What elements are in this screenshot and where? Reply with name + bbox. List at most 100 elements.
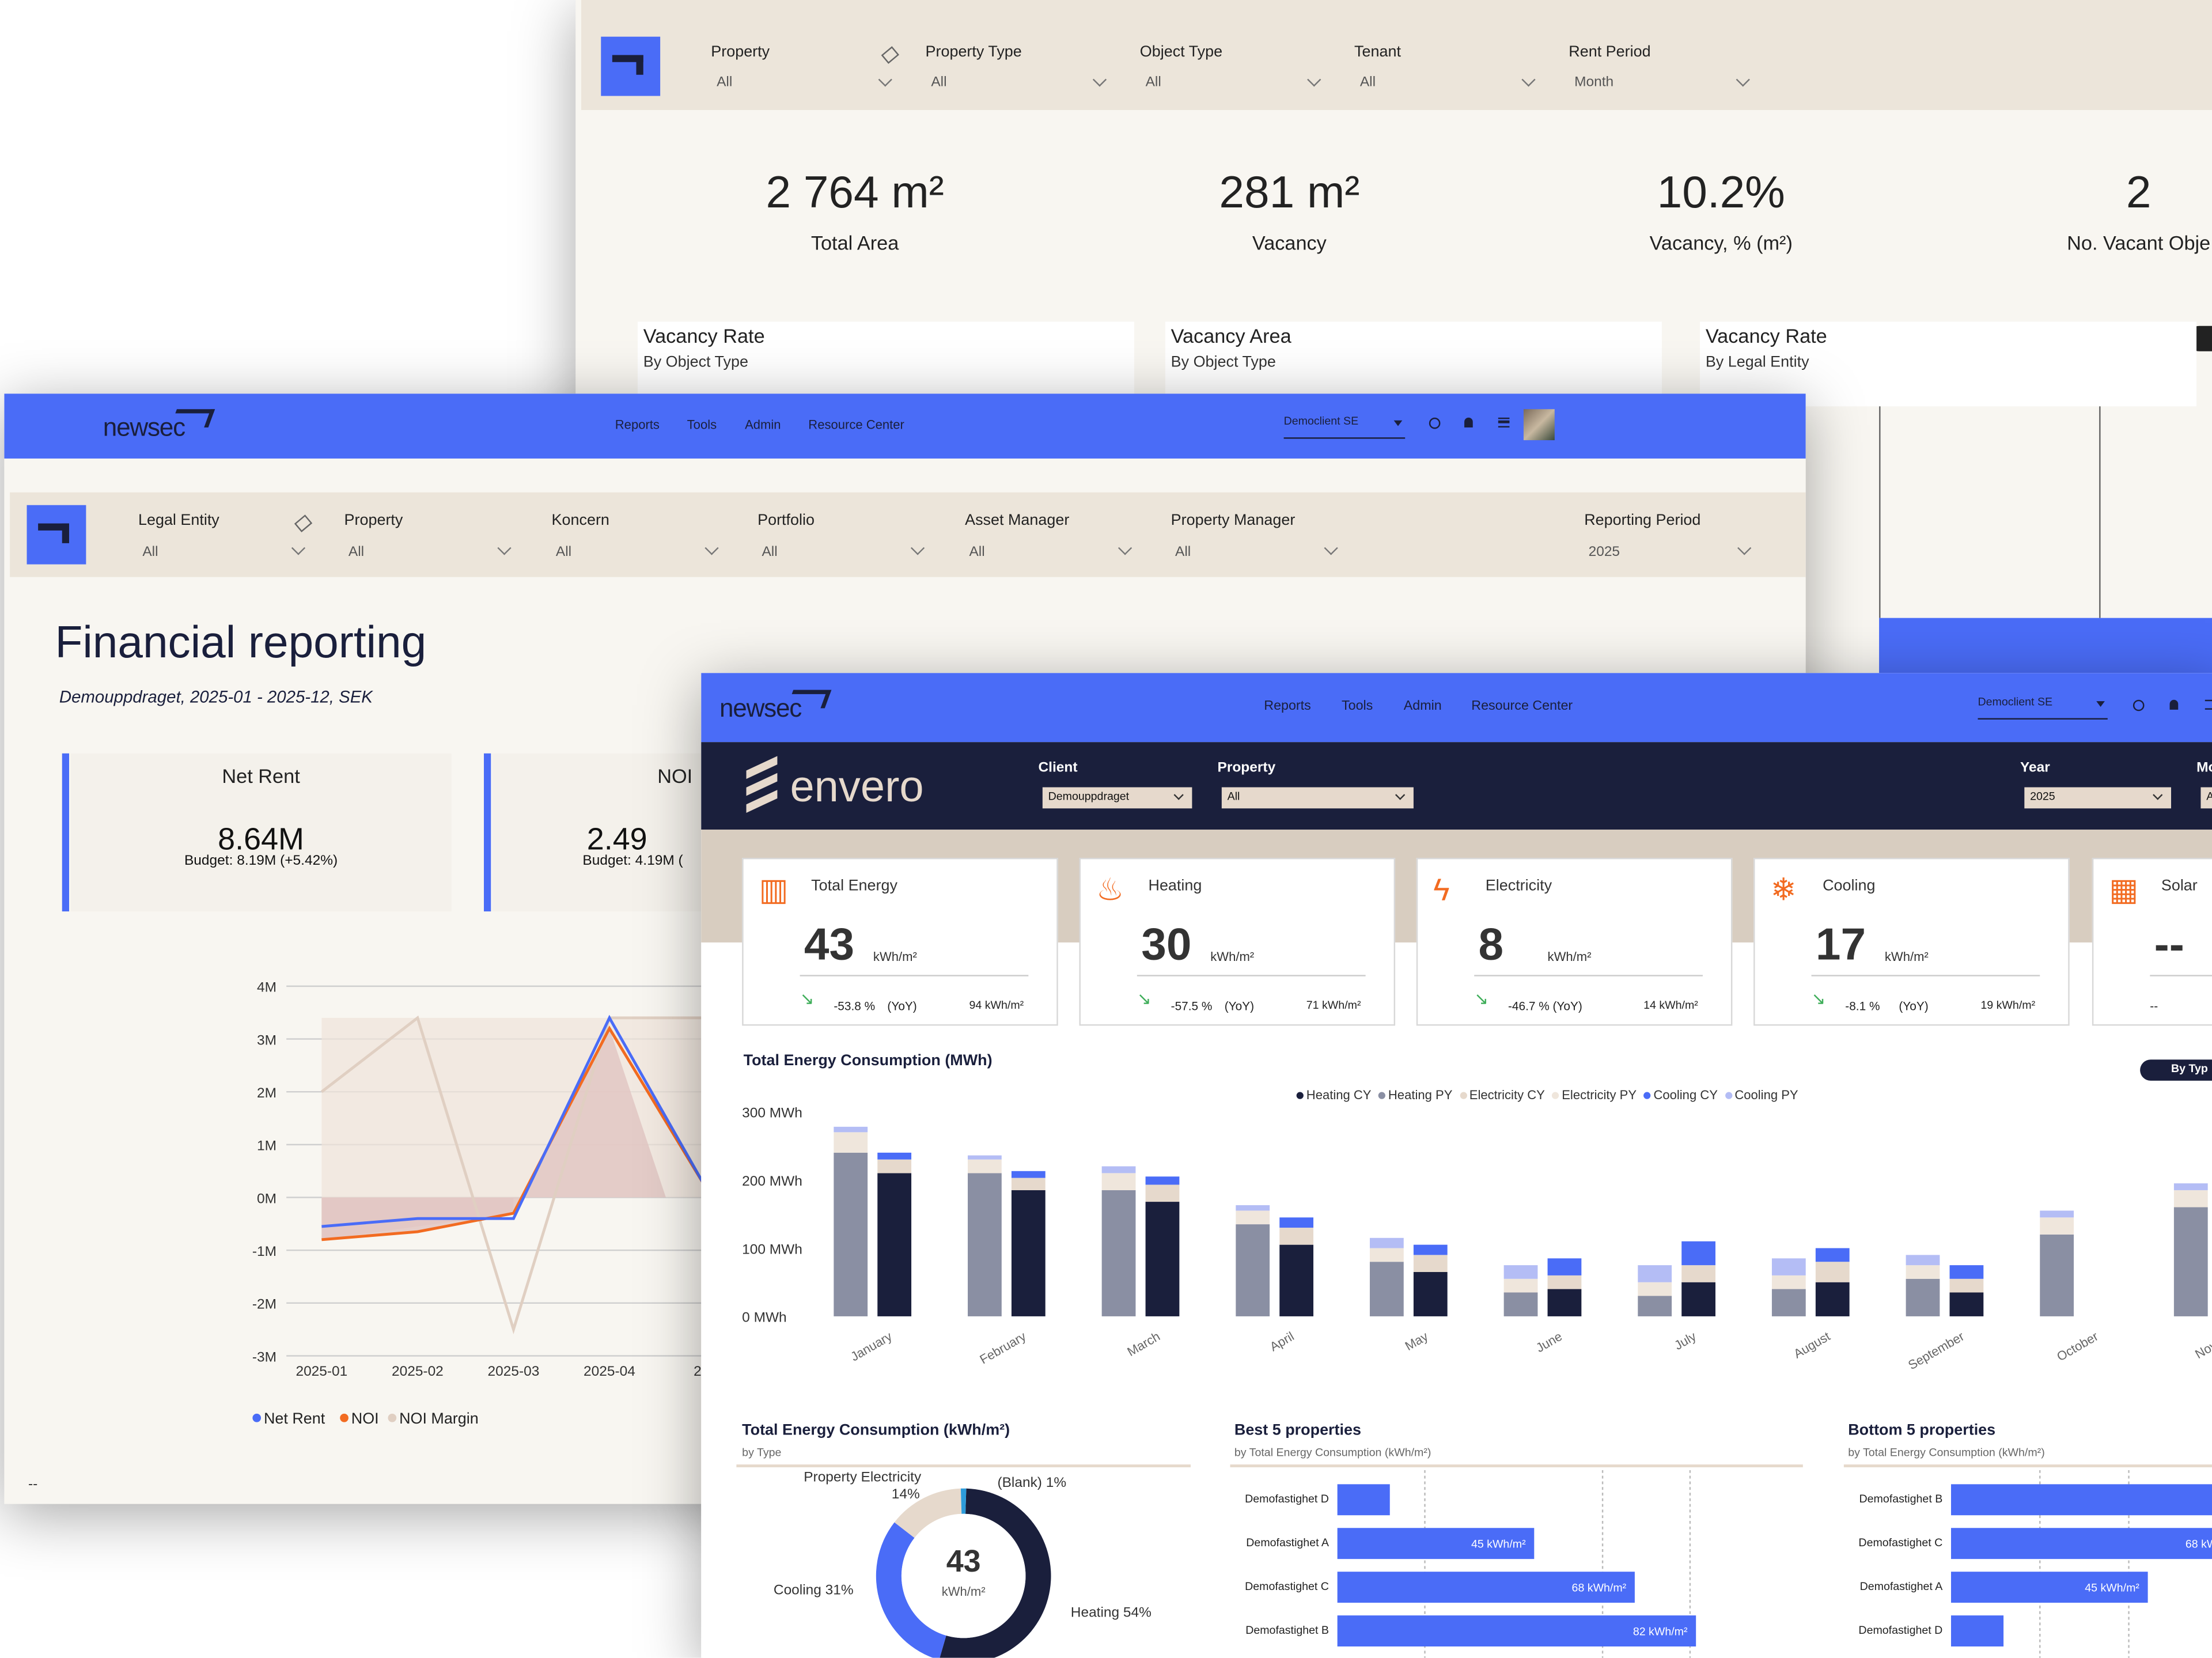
property-bar[interactable] xyxy=(1950,1528,2212,1559)
bar-cy-heat[interactable] xyxy=(877,1173,912,1316)
filter-select-property-type[interactable]: All xyxy=(926,70,1112,96)
bell-icon[interactable] xyxy=(1464,417,1473,428)
nav-resource-center[interactable]: Resource Center xyxy=(1471,698,1573,714)
filter-select-tenant[interactable]: All xyxy=(1354,70,1540,96)
bar-py-elec[interactable] xyxy=(1638,1282,1672,1296)
bar-cy-heat[interactable] xyxy=(1011,1190,1046,1316)
bar-cy-heat[interactable] xyxy=(1949,1292,1984,1316)
newsec-logo[interactable]: newsec xyxy=(719,690,832,724)
bell-icon[interactable] xyxy=(2169,699,2179,710)
legend-item-heating-cy[interactable]: Heating CY xyxy=(1296,1088,1372,1102)
bar-cy-elec[interactable] xyxy=(1279,1228,1314,1245)
donut-slice-heating-54[interactable] xyxy=(939,1488,1051,1658)
property-bar[interactable] xyxy=(1337,1484,1390,1516)
bar-py-heat[interactable] xyxy=(1369,1262,1404,1316)
bar-cy-cool[interactable] xyxy=(1011,1171,1046,1178)
bar-cy-heat[interactable] xyxy=(1279,1244,1314,1316)
bar-cy-elec[interactable] xyxy=(877,1159,912,1174)
bar-cy-cool[interactable] xyxy=(1949,1265,1984,1279)
bar-cy-elec[interactable] xyxy=(1949,1278,1984,1293)
filter-select-property-manager[interactable]: All xyxy=(1171,540,1346,566)
legend-item-cooling-cy[interactable]: Cooling CY xyxy=(1643,1088,1718,1102)
donut-slice-property-electricity-14[interactable] xyxy=(894,1488,962,1538)
bar-cy-cool[interactable] xyxy=(1815,1248,1850,1262)
nav-tools[interactable]: Tools xyxy=(1341,698,1373,714)
property-bar[interactable] xyxy=(1950,1615,2004,1646)
kpi-card-heating[interactable]: ♨ Heating 30 kWh/m² ↘ -57.5 % (YoY) 71 kWh/m² xyxy=(1079,857,1396,1026)
property-bar[interactable] xyxy=(1337,1528,1535,1559)
selector-mo[interactable]: A xyxy=(2200,787,2212,809)
bar-cy-elec[interactable] xyxy=(1681,1265,1715,1282)
kpi-card-cooling[interactable]: ❄ Cooling 17 kWh/m² ↘ -8.1 % (YoY) 19 kWh/m² xyxy=(1753,857,2070,1026)
bar-cy-heat[interactable] xyxy=(1547,1289,1582,1316)
kpi-card-electricity[interactable]: ϟ Electricity 8 kWh/m² ↘ -46.7 % (YoY) 14 kWh/… xyxy=(1416,857,1733,1026)
bar-py-cool[interactable] xyxy=(1236,1205,1270,1211)
property-bar[interactable] xyxy=(1337,1615,1696,1646)
search-icon[interactable] xyxy=(1429,417,1441,429)
bar-py-cool[interactable] xyxy=(1101,1166,1136,1174)
bar-cy-cool[interactable] xyxy=(1681,1241,1715,1266)
client-select[interactable]: Democlient SE xyxy=(1978,692,2108,720)
bar-py-heat[interactable] xyxy=(1503,1292,1538,1316)
bar-py-cool[interactable] xyxy=(2040,1210,2074,1218)
client-select[interactable]: Democlient SE xyxy=(1283,412,1406,439)
bar-cy-cool[interactable] xyxy=(1413,1244,1448,1255)
bar-cy-elec[interactable] xyxy=(1145,1184,1180,1202)
bar-py-heat[interactable] xyxy=(968,1173,1002,1316)
bar-cy-heat[interactable] xyxy=(1815,1282,1850,1316)
filter-select-rent-period[interactable]: Month xyxy=(1569,70,1755,96)
bar-py-cool[interactable] xyxy=(1369,1237,1404,1248)
filter-select-asset-manager[interactable]: All xyxy=(965,540,1140,566)
filter-select-property[interactable]: All xyxy=(344,540,520,566)
nav-admin[interactable]: Admin xyxy=(745,417,781,432)
bar-cy-heat[interactable] xyxy=(1413,1271,1448,1316)
avatar[interactable] xyxy=(1523,409,1555,441)
nav-reports[interactable]: Reports xyxy=(615,417,660,432)
menu-icon[interactable] xyxy=(2205,699,2212,710)
filter-select-reporting-period[interactable]: 2025 xyxy=(1584,540,1759,566)
kpi-card-solar[interactable]: ▦Solar--M-- xyxy=(2092,857,2212,1026)
selector-property[interactable]: All xyxy=(1221,787,1414,809)
bar-py-elec[interactable] xyxy=(968,1159,1002,1174)
nav-resource-center[interactable]: Resource Center xyxy=(808,417,904,432)
selector-client[interactable]: Demouppdraget xyxy=(1042,787,1192,809)
bar-cy-heat[interactable] xyxy=(1145,1202,1180,1316)
nav-reports[interactable]: Reports xyxy=(1264,698,1311,714)
filter-select-object-type[interactable]: All xyxy=(1140,70,1326,96)
bar-py-elec[interactable] xyxy=(1236,1210,1270,1225)
bar-cy-elec[interactable] xyxy=(1413,1255,1448,1272)
menu-icon[interactable] xyxy=(1498,417,1510,428)
donut-slice-cooling-31[interactable] xyxy=(876,1522,946,1658)
brand-mark-icon[interactable] xyxy=(26,505,86,565)
bar-py-cool[interactable] xyxy=(1906,1255,1940,1266)
bar-py-heat[interactable] xyxy=(1771,1289,1806,1316)
bar-py-heat[interactable] xyxy=(1101,1190,1136,1316)
bar-py-elec[interactable] xyxy=(1503,1278,1538,1293)
bar-py-elec[interactable] xyxy=(1906,1265,1940,1279)
bar-py-cool[interactable] xyxy=(1638,1265,1672,1282)
filter-select-legal-entity[interactable]: All xyxy=(138,540,313,566)
bar-cy-elec[interactable] xyxy=(1011,1178,1046,1190)
filter-select-koncern[interactable]: All xyxy=(552,540,727,566)
by-type-button[interactable]: By Typ xyxy=(2140,1059,2212,1081)
kpi-card-total-energy[interactable]: ▥ Total Energy 43 kWh/m² ↘ -53.8 % (YoY) 94 kWh… xyxy=(742,857,1058,1026)
bar-py-elec[interactable] xyxy=(834,1132,868,1153)
newsec-logo[interactable]: newsec xyxy=(103,409,215,443)
bar-py-elec[interactable] xyxy=(1771,1275,1806,1289)
bar-py-cool[interactable] xyxy=(1503,1265,1538,1279)
bar-py-heat[interactable] xyxy=(1236,1224,1270,1316)
selector-year[interactable]: 2025 xyxy=(2024,787,2172,809)
property-bar[interactable] xyxy=(1337,1572,1635,1603)
bar-py-heat[interactable] xyxy=(2173,1207,2208,1316)
nav-admin[interactable]: Admin xyxy=(1403,698,1442,714)
bar-py-elec[interactable] xyxy=(2040,1217,2074,1235)
bar-cy-cool[interactable] xyxy=(1145,1176,1180,1185)
bar-py-heat[interactable] xyxy=(1638,1296,1672,1316)
legend-item-cooling-py[interactable]: Cooling PY xyxy=(1725,1088,1798,1102)
nav-tools[interactable]: Tools xyxy=(687,417,717,432)
filter-select-portfolio[interactable]: All xyxy=(757,540,933,566)
bar-cy-cool[interactable] xyxy=(1279,1217,1314,1228)
bar-py-heat[interactable] xyxy=(834,1152,868,1316)
property-bar[interactable] xyxy=(1950,1484,2212,1516)
brand-mark-icon[interactable] xyxy=(601,36,661,96)
